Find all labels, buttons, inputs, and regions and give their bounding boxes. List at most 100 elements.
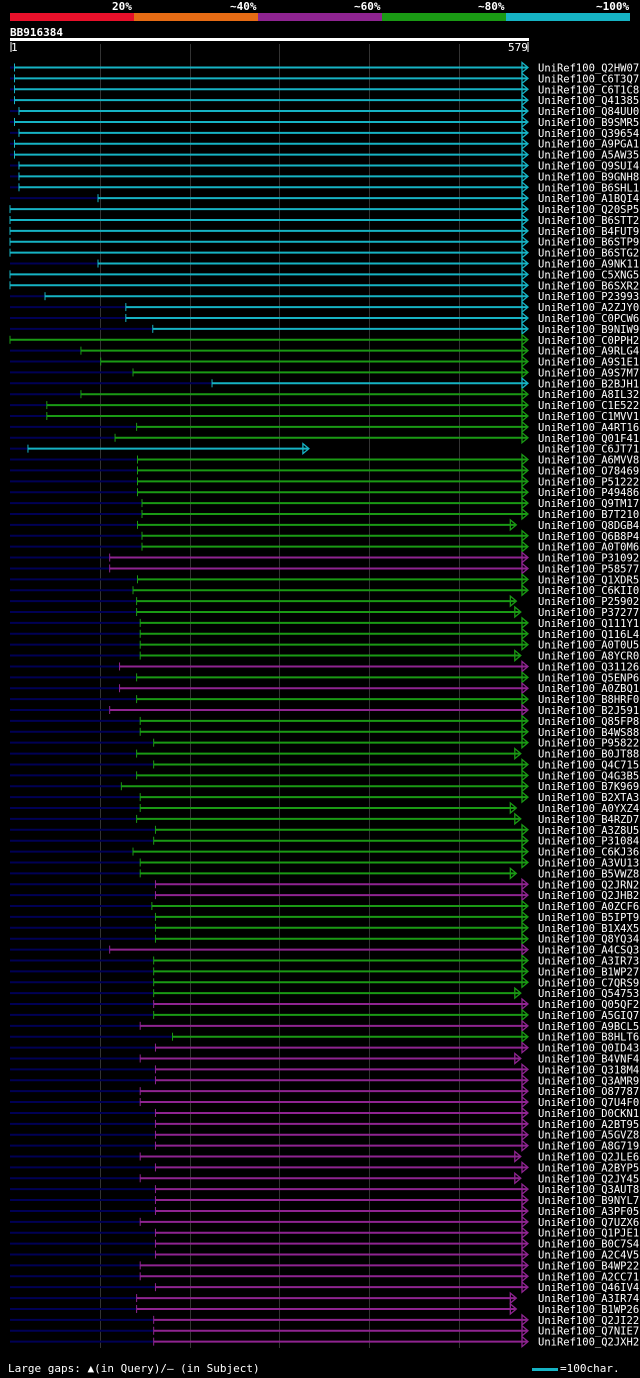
hit-label: UniRef100_B6STG2 bbox=[538, 248, 639, 260]
hit-label: UniRef100_Q318M4 bbox=[538, 1064, 639, 1076]
hit-end-arrow bbox=[521, 1084, 530, 1098]
hit-label: UniRef100_B4WS88 bbox=[538, 727, 639, 739]
hit-end-arrow bbox=[521, 420, 530, 434]
hit-end-arrow bbox=[521, 366, 530, 379]
hit-end-arrow bbox=[521, 845, 530, 858]
hit-label: UniRef100_A8G719 bbox=[538, 1141, 639, 1153]
hit-end-arrow bbox=[521, 191, 530, 205]
hit-label: UniRef100_B6SXR2 bbox=[538, 280, 639, 292]
hit-label: UniRef100_P31092 bbox=[538, 553, 639, 565]
hit-label: UniRef100_A0ZBQ1 bbox=[538, 683, 639, 695]
hit-end-arrow bbox=[521, 507, 530, 521]
legend-color-4 bbox=[506, 13, 630, 21]
hit-end-arrow bbox=[521, 823, 530, 837]
hit-end-arrow bbox=[521, 180, 530, 194]
hit-label: UniRef100_Q84UU0 bbox=[538, 106, 639, 118]
hit-end-arrow bbox=[514, 812, 522, 826]
hit-end-arrow bbox=[521, 398, 530, 412]
hit-end-arrow bbox=[521, 464, 530, 477]
hit-end-arrow bbox=[521, 1062, 530, 1076]
hit-end-arrow bbox=[521, 1128, 530, 1142]
hit-end-arrow bbox=[521, 790, 530, 804]
hit-label: UniRef100_P37277 bbox=[538, 607, 639, 619]
hit-label: UniRef100_Q31126 bbox=[538, 661, 639, 673]
hit-end-arrow bbox=[521, 213, 530, 227]
hit-end-arrow bbox=[521, 1204, 530, 1218]
hit-label: UniRef100_Q111Y1 bbox=[538, 618, 639, 630]
hit-end-arrow bbox=[521, 899, 530, 913]
hit-end-arrow bbox=[521, 333, 530, 347]
hit-label: UniRef100_A0ZCF6 bbox=[538, 901, 639, 913]
hit-label: UniRef100_A5GIQ7 bbox=[538, 1010, 639, 1022]
hit-label: UniRef100_C7QRS9 bbox=[538, 977, 639, 989]
hit-end-arrow bbox=[521, 235, 530, 249]
hit-end-arrow bbox=[521, 964, 530, 978]
hit-end-arrow bbox=[521, 943, 530, 956]
hit-label: UniRef100_A5AW35 bbox=[538, 150, 639, 162]
hit-label: UniRef100_A3IR74 bbox=[538, 1293, 639, 1305]
hit-label: UniRef100_P31084 bbox=[538, 836, 639, 848]
hit-end-arrow bbox=[302, 442, 310, 456]
scale-bar bbox=[532, 1368, 558, 1371]
hit-end-arrow bbox=[521, 115, 530, 129]
hit-end-arrow bbox=[521, 300, 530, 314]
hit-end-arrow bbox=[521, 355, 530, 368]
hit-label: UniRef100_Q39654 bbox=[538, 128, 639, 140]
hit-end-arrow bbox=[521, 736, 530, 750]
hit-label: UniRef100_Q9SUI4 bbox=[538, 161, 639, 173]
hit-end-arrow bbox=[521, 1259, 530, 1272]
legend-label-end: ~100% bbox=[596, 0, 630, 13]
hit-end-arrow bbox=[521, 1030, 530, 1044]
hit-label: UniRef100_B6STP9 bbox=[538, 237, 639, 249]
query-end-label: 579 bbox=[508, 41, 528, 54]
hit-label: UniRef100_B4WP22 bbox=[538, 1260, 639, 1272]
hit-label: UniRef100_P95822 bbox=[538, 738, 639, 750]
hit-label: UniRef100_B9NYL7 bbox=[538, 1195, 639, 1207]
hit-label: UniRef100_P23993 bbox=[538, 291, 639, 303]
hit-end-arrow bbox=[521, 627, 530, 641]
hit-label: UniRef100_C1MVV1 bbox=[538, 411, 639, 423]
hit-end-arrow bbox=[521, 877, 530, 891]
hit-end-arrow bbox=[509, 594, 518, 608]
hit-label: UniRef100_C6JT71 bbox=[538, 444, 639, 456]
hit-end-arrow bbox=[521, 1139, 530, 1152]
hit-label: UniRef100_C5XNG5 bbox=[538, 269, 639, 281]
hit-label: UniRef100_A0T0M6 bbox=[538, 542, 639, 554]
hit-label: UniRef100_Q2JLE6 bbox=[538, 1152, 639, 1164]
hit-label: UniRef100_C0PPH2 bbox=[538, 335, 639, 347]
hit-label: UniRef100_A9NK11 bbox=[538, 259, 639, 271]
hit-label: UniRef100_B5IPT9 bbox=[538, 912, 639, 924]
hit-end-arrow bbox=[521, 82, 530, 96]
hit-end-arrow bbox=[514, 649, 522, 662]
query-id: BB916384 bbox=[10, 26, 63, 39]
hit-end-arrow bbox=[509, 518, 518, 532]
legend-label-2: ~40% bbox=[230, 0, 257, 13]
hit-end-arrow bbox=[514, 747, 522, 760]
hit-label: UniRef100_A1BQI4 bbox=[538, 193, 639, 205]
hit-label: UniRef100_Q9TM17 bbox=[538, 498, 639, 510]
hit-end-arrow bbox=[514, 1171, 522, 1185]
hit-end-arrow bbox=[521, 1193, 530, 1207]
hit-label: UniRef100_Q8YQ34 bbox=[538, 934, 639, 946]
hit-end-arrow bbox=[521, 997, 530, 1011]
hit-label: UniRef100_Q20SP5 bbox=[538, 204, 639, 216]
hit-label: UniRef100_A2BT95 bbox=[538, 1119, 639, 1131]
hit-end-arrow bbox=[509, 1291, 518, 1305]
hit-label: UniRef100_A4CSQ3 bbox=[538, 945, 639, 957]
hit-end-arrow bbox=[521, 104, 530, 118]
hit-label: UniRef100_A9S1E1 bbox=[538, 357, 639, 369]
legend-color-3 bbox=[382, 13, 506, 21]
hit-end-arrow bbox=[509, 1302, 518, 1316]
hit-label: UniRef100_C6T1C8 bbox=[538, 84, 639, 96]
hit-label: UniRef100_B4RZD7 bbox=[538, 814, 639, 826]
hit-end-arrow bbox=[521, 562, 530, 575]
hit-label: UniRef100_B7T210 bbox=[538, 509, 639, 521]
hit-label: UniRef100_C6T3Q7 bbox=[538, 73, 639, 85]
hit-label: UniRef100_A0YXZ4 bbox=[538, 803, 639, 815]
hit-end-arrow bbox=[509, 866, 518, 880]
hit-label: UniRef100_A2ZJY0 bbox=[538, 302, 639, 314]
hit-label: UniRef100_B7K969 bbox=[538, 781, 639, 793]
hit-end-arrow bbox=[521, 583, 530, 597]
legend-label-4: ~80% bbox=[478, 0, 505, 13]
